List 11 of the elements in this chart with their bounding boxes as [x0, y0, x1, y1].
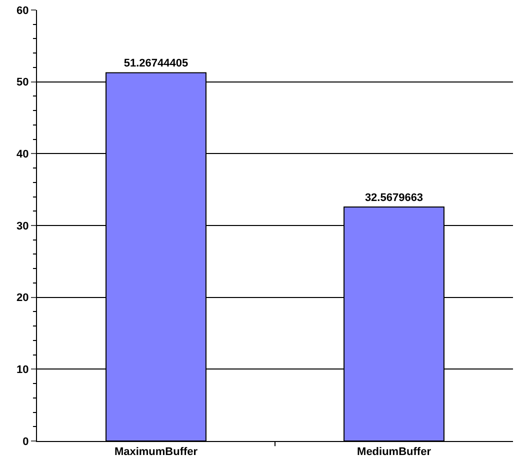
y-tick-label: 60: [16, 4, 29, 17]
y-tick-label: 20: [16, 292, 29, 304]
data-label: 51.26744405: [124, 58, 188, 70]
y-tick-label: 30: [16, 220, 29, 232]
y-tick-label: 10: [16, 364, 29, 376]
y-tick-label: 40: [16, 148, 29, 161]
x-tick-label: MediumBuffer: [357, 446, 432, 458]
x-tick-label: MaximumBuffer: [114, 446, 198, 458]
data-label: 32.5679663: [364, 192, 424, 204]
y-tick-label: 0: [22, 436, 29, 448]
y-tick-label: 50: [16, 76, 29, 89]
